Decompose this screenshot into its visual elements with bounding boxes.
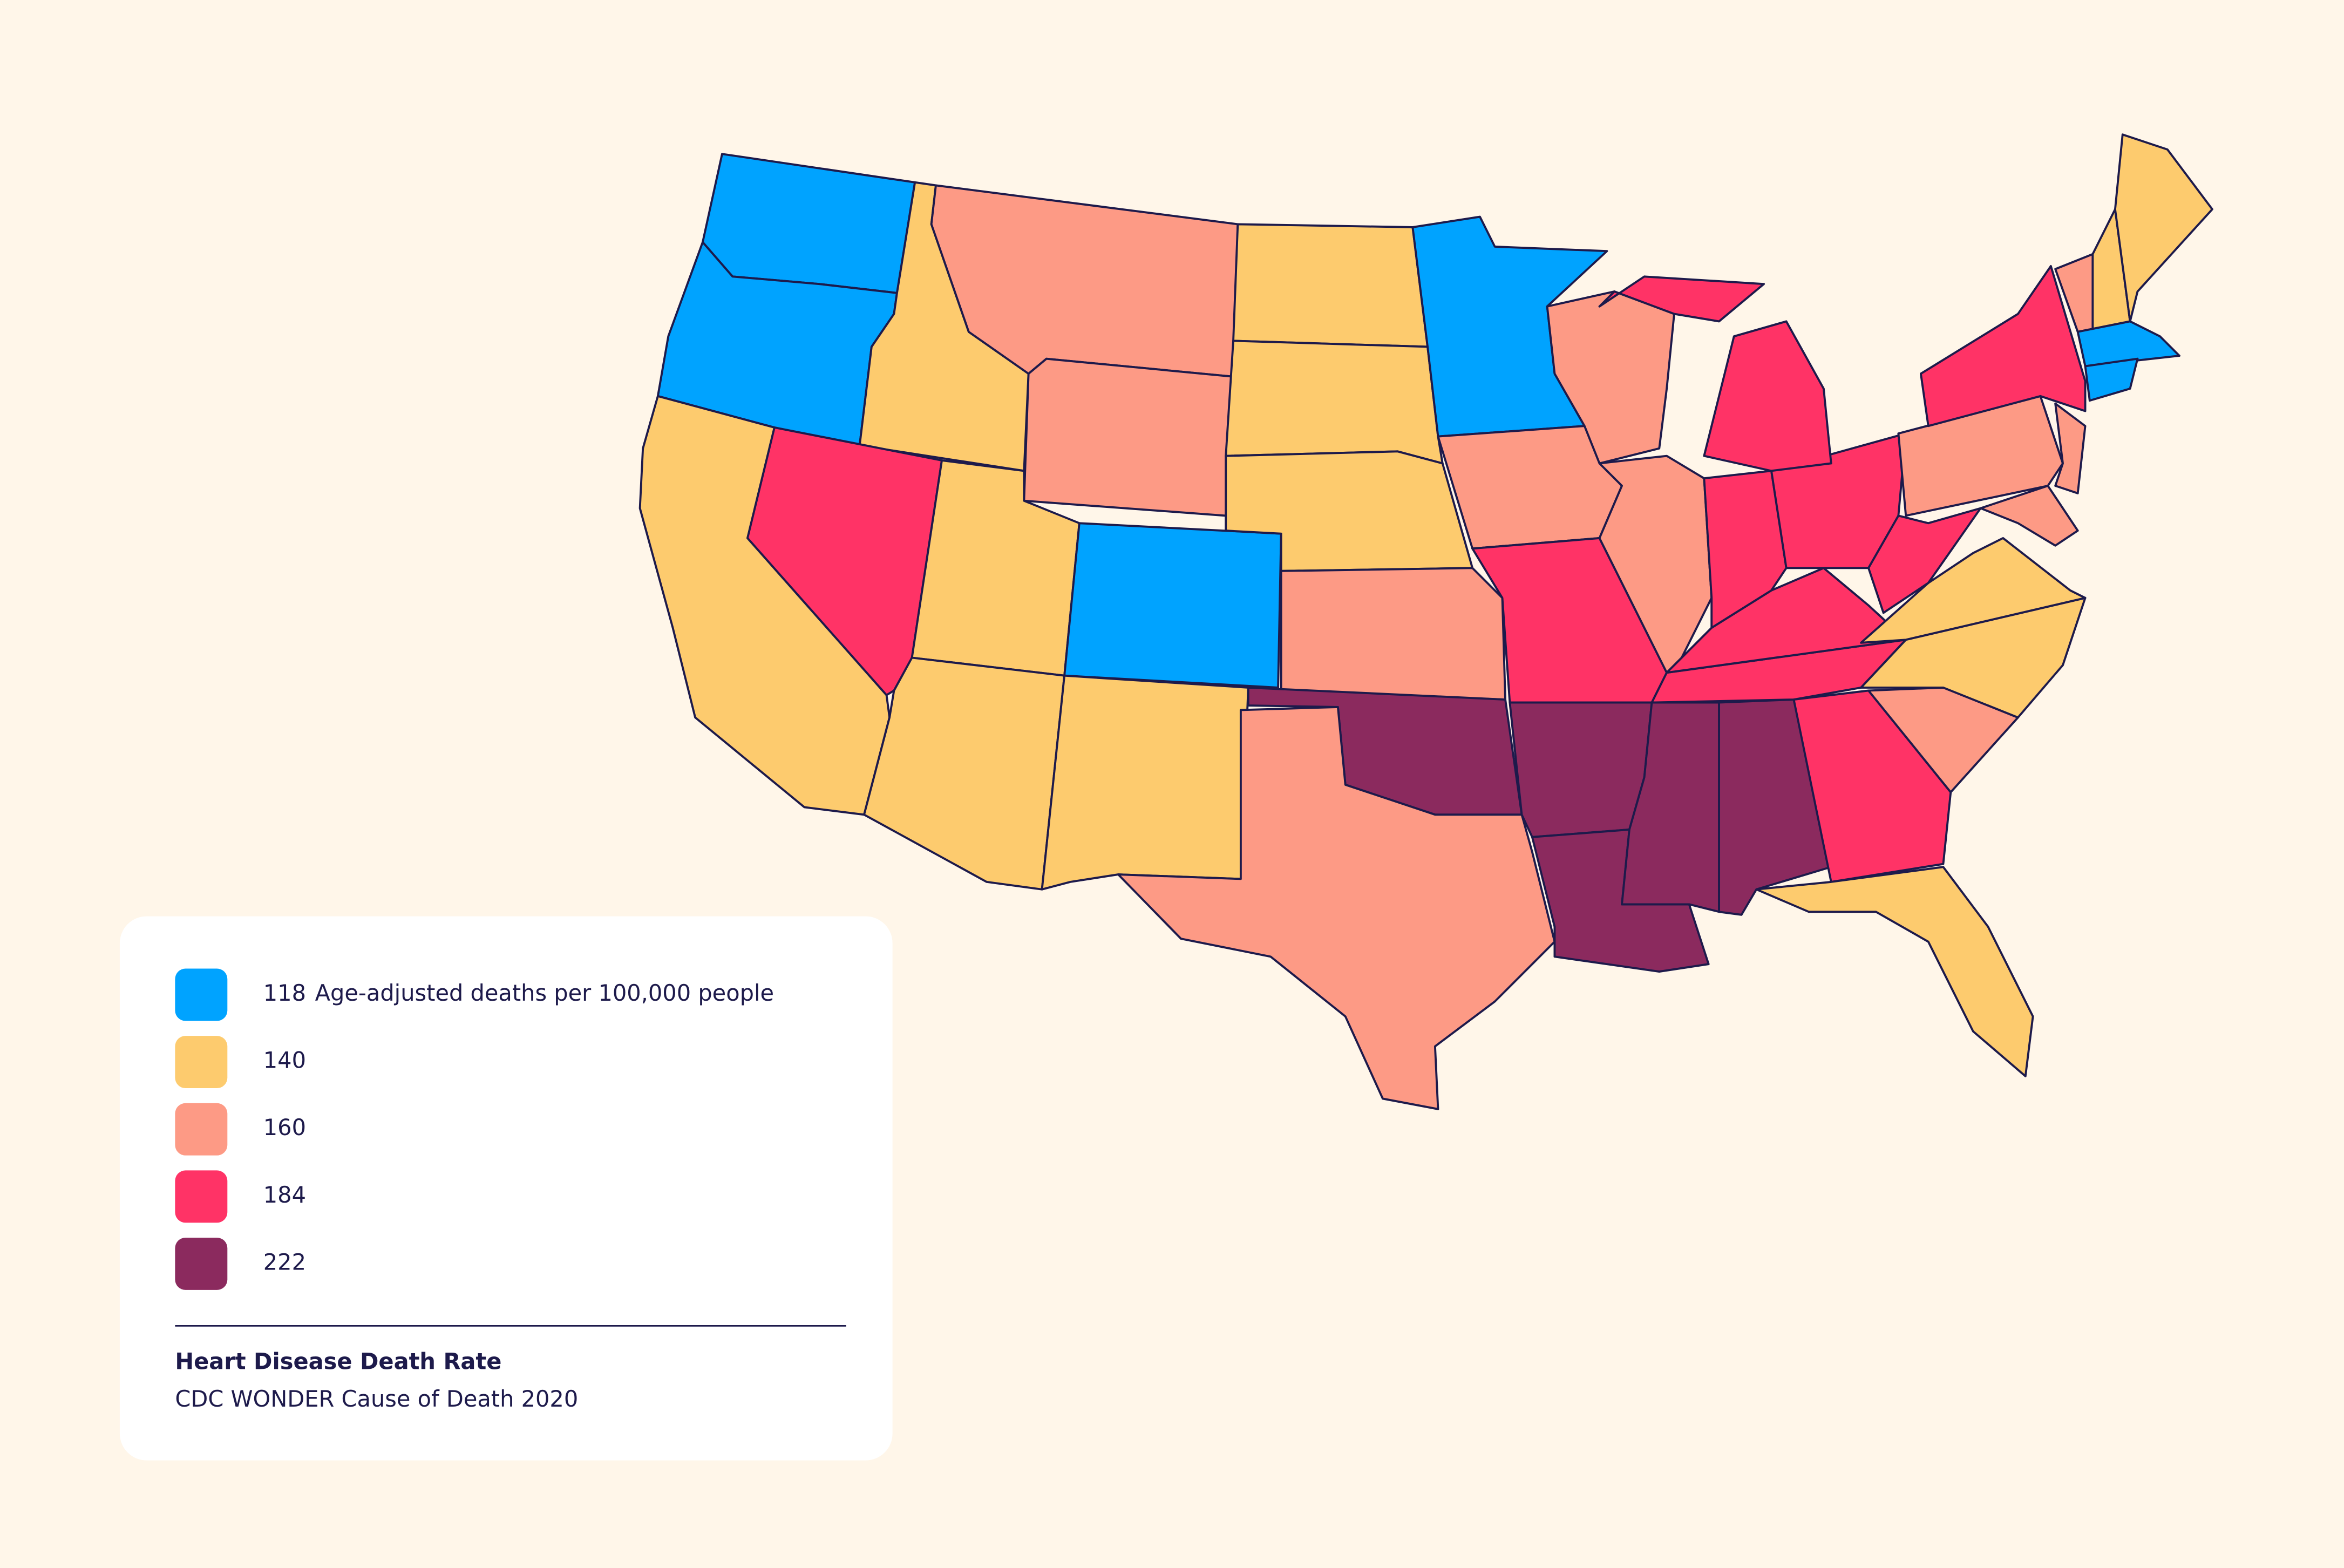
state xyxy=(1063,522,1282,689)
state xyxy=(2054,402,2087,494)
us-map xyxy=(638,133,2213,1110)
state xyxy=(1919,264,2087,427)
legend: 118 Age-adjusted deaths per 100,000 peopl… xyxy=(175,968,774,1290)
legend-label: 118 xyxy=(263,980,306,1006)
state xyxy=(1792,689,1952,883)
legend-label: 140 xyxy=(263,1047,306,1074)
legend-swatch xyxy=(175,1237,228,1290)
legend-source: CDC WONDER Cause of Death 2020 xyxy=(175,1386,578,1412)
legend-swatch xyxy=(175,968,228,1021)
legend-label: 222 xyxy=(263,1248,306,1275)
legend-title: Heart Disease Death Rate xyxy=(175,1348,501,1375)
state xyxy=(2084,357,2139,402)
legend-label: 184 xyxy=(263,1182,306,1208)
state xyxy=(1598,275,1765,323)
state xyxy=(1979,485,2079,547)
state xyxy=(1232,223,1429,348)
state xyxy=(1023,357,1234,517)
state xyxy=(1041,674,1249,891)
legend-swatch xyxy=(175,1170,228,1223)
legend-swatch xyxy=(175,1103,228,1156)
state xyxy=(1225,340,1444,465)
state xyxy=(1755,866,2034,1077)
legend-unit: Age-adjusted deaths per 100,000 people xyxy=(315,980,774,1006)
state xyxy=(1117,705,1556,1110)
legend-card xyxy=(119,916,893,1461)
state xyxy=(1703,320,1832,472)
state xyxy=(1280,567,1506,701)
state xyxy=(1509,701,1653,838)
legend-swatch xyxy=(175,1036,228,1089)
state xyxy=(1860,537,2087,644)
state xyxy=(2076,320,2180,368)
legend-label: 160 xyxy=(263,1114,306,1141)
